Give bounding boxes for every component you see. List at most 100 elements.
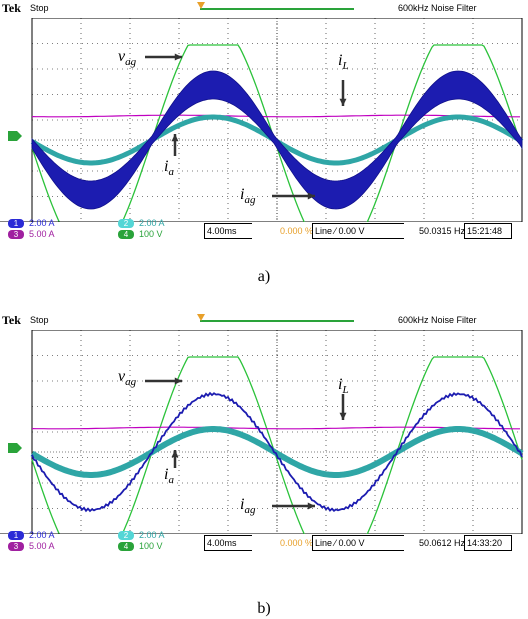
channel-4: 4 100 V	[118, 541, 163, 551]
filter-label: 600kHz Noise Filter	[398, 315, 477, 325]
trigger-position: 0.000 %	[252, 535, 316, 551]
label-iag: iag	[240, 186, 255, 206]
label-vag-main: v	[118, 368, 126, 385]
scope-panel-b: Tek Stop 600kHz Noise Filter 1 2.00 A 2 …	[0, 312, 528, 552]
channel-4: 4 100 V	[118, 229, 163, 239]
timebase-readout: 4.00ms	[204, 223, 254, 239]
channel-4-badge: 4	[118, 229, 134, 239]
channel-3: 3 5.00 A	[8, 541, 55, 551]
frequency-readout: 50.0612 Hz	[404, 535, 468, 551]
ground-marker-icon	[8, 443, 22, 453]
scope-header: Tek Stop 600kHz Noise Filter	[0, 312, 528, 330]
label-iag-main: i	[240, 496, 245, 513]
arrow-ia-head	[171, 450, 179, 458]
trigger-readout: Line ⁄ 0.00 V	[312, 223, 410, 239]
label-ia: ia	[164, 466, 174, 486]
arrow-iag	[272, 192, 315, 200]
channel-2-scale: 2.00 A	[139, 218, 165, 228]
timebase-value: 4.00ms	[207, 226, 237, 236]
arrow-vag-head	[174, 53, 182, 61]
channel-4-scale: 100 V	[139, 229, 163, 239]
label-iag-sub: ag	[244, 504, 256, 517]
frequency-value: 50.0612 Hz	[418, 538, 465, 548]
channel-1: 1 2.00 A	[8, 218, 55, 228]
label-iag: iag	[240, 496, 255, 516]
scope-header: Tek Stop 600kHz Noise Filter	[0, 0, 528, 18]
scope-display	[0, 0, 528, 240]
caption-a: a)	[257, 268, 271, 285]
arrow-ia-head	[171, 134, 179, 142]
arrow-iag-head	[307, 192, 315, 200]
arrow-il-head	[339, 412, 347, 420]
brand-label: Tek	[2, 1, 21, 15]
trigger-position-value: 0.000 %	[279, 538, 313, 548]
scope-panel-a: Tek Stop 600kHz Noise Filter 1 2.00 A 2 …	[0, 0, 528, 240]
channel-2-scale: 2.00 A	[139, 530, 165, 540]
label-iag-main: i	[240, 186, 245, 203]
channel-1-badge: 1	[8, 530, 24, 540]
channel-2: 2 2.00 A	[118, 530, 165, 540]
label-vag: vag	[118, 48, 136, 68]
channel-3-scale: 5.00 A	[29, 229, 55, 239]
filter-label: 600kHz Noise Filter	[398, 3, 477, 13]
label-il: iL	[338, 376, 349, 396]
arrow-iag	[272, 502, 315, 510]
label-il: iL	[338, 52, 349, 72]
channel-1-scale: 2.00 A	[29, 218, 55, 228]
trigger-marker-icon	[197, 2, 205, 9]
trigger-position: 0.000 %	[252, 223, 316, 239]
label-ia: ia	[164, 158, 174, 178]
arrow-vag	[145, 53, 182, 61]
current-trace-iag	[31, 70, 523, 210]
channel-3-badge: 3	[8, 541, 24, 551]
arrow-il	[339, 80, 347, 106]
label-ia-main: i	[164, 466, 169, 483]
channel-3: 3 5.00 A	[8, 229, 55, 239]
label-il-sub: L	[342, 60, 349, 73]
label-il-main: i	[338, 52, 343, 69]
ground-marker-icon	[8, 131, 22, 141]
label-iag-sub: ag	[244, 194, 256, 207]
arrow-il	[339, 394, 347, 420]
trigger-value: Line ⁄ 0.00 V	[315, 226, 365, 236]
channel-2-badge: 2	[118, 530, 134, 540]
channel-3-scale: 5.00 A	[29, 541, 55, 551]
channel-1-scale: 2.00 A	[29, 530, 55, 540]
channel-4-scale: 100 V	[139, 541, 163, 551]
acquisition-state: Stop	[30, 315, 49, 325]
label-il-sub: L	[342, 384, 349, 397]
trigger-readout: Line ⁄ 0.00 V	[312, 535, 410, 551]
timebase-value: 4.00ms	[207, 538, 237, 548]
arrow-ia	[171, 134, 179, 156]
trigger-value: Line ⁄ 0.00 V	[315, 538, 365, 548]
label-il-main: i	[338, 376, 343, 393]
label-vag-sub: ag	[125, 56, 137, 69]
frequency-value: 50.0315 Hz	[418, 226, 465, 236]
brand-label: Tek	[2, 313, 21, 327]
channel-2: 2 2.00 A	[118, 218, 165, 228]
frequency-readout: 50.0315 Hz	[404, 223, 468, 239]
current-trace-il	[31, 114, 520, 118]
arrow-vag-head	[174, 377, 182, 385]
current-trace-il	[31, 426, 520, 430]
label-vag-sub: ag	[125, 376, 137, 389]
record-position-bar	[200, 320, 354, 322]
arrow-vag	[145, 377, 182, 385]
label-ia-main: i	[164, 158, 169, 175]
ground-marker	[8, 128, 22, 141]
clock-readout: 14:33:20	[464, 535, 512, 551]
scope-display	[0, 312, 528, 552]
label-ia-sub: a	[168, 166, 174, 179]
arrow-ia	[171, 450, 179, 468]
record-position-bar	[200, 8, 354, 10]
label-vag: vag	[118, 368, 136, 388]
arrow-iag-head	[307, 502, 315, 510]
clock-value: 15:21:48	[467, 226, 503, 236]
ground-marker	[8, 440, 22, 453]
clock-readout: 15:21:48	[464, 223, 512, 239]
acquisition-state: Stop	[30, 3, 49, 13]
trigger-marker-icon	[197, 314, 205, 321]
label-vag-main: v	[118, 48, 126, 65]
channel-2-badge: 2	[118, 218, 134, 228]
caption-b: b)	[257, 600, 271, 617]
